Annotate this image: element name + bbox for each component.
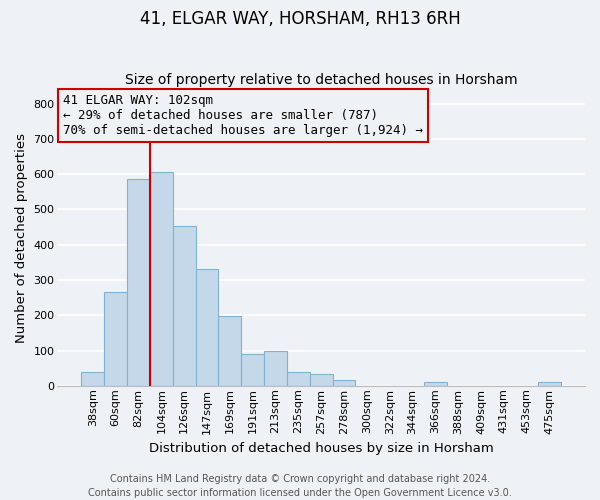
Y-axis label: Number of detached properties: Number of detached properties bbox=[15, 132, 28, 342]
Bar bbox=[150, 172, 173, 386]
Bar bbox=[264, 350, 287, 386]
Bar bbox=[104, 292, 127, 386]
Bar bbox=[538, 382, 561, 386]
X-axis label: Distribution of detached houses by size in Horsham: Distribution of detached houses by size … bbox=[149, 442, 494, 455]
Text: 41, ELGAR WAY, HORSHAM, RH13 6RH: 41, ELGAR WAY, HORSHAM, RH13 6RH bbox=[140, 10, 460, 28]
Bar bbox=[127, 180, 150, 386]
Bar bbox=[424, 382, 447, 386]
Bar bbox=[82, 372, 104, 386]
Bar bbox=[310, 374, 332, 386]
Bar bbox=[241, 354, 264, 386]
Bar bbox=[332, 380, 355, 386]
Bar bbox=[173, 226, 196, 386]
Text: 41 ELGAR WAY: 102sqm
← 29% of detached houses are smaller (787)
70% of semi-deta: 41 ELGAR WAY: 102sqm ← 29% of detached h… bbox=[63, 94, 423, 137]
Bar bbox=[218, 316, 241, 386]
Bar bbox=[287, 372, 310, 386]
Bar bbox=[196, 270, 218, 386]
Title: Size of property relative to detached houses in Horsham: Size of property relative to detached ho… bbox=[125, 73, 518, 87]
Text: Contains HM Land Registry data © Crown copyright and database right 2024.
Contai: Contains HM Land Registry data © Crown c… bbox=[88, 474, 512, 498]
